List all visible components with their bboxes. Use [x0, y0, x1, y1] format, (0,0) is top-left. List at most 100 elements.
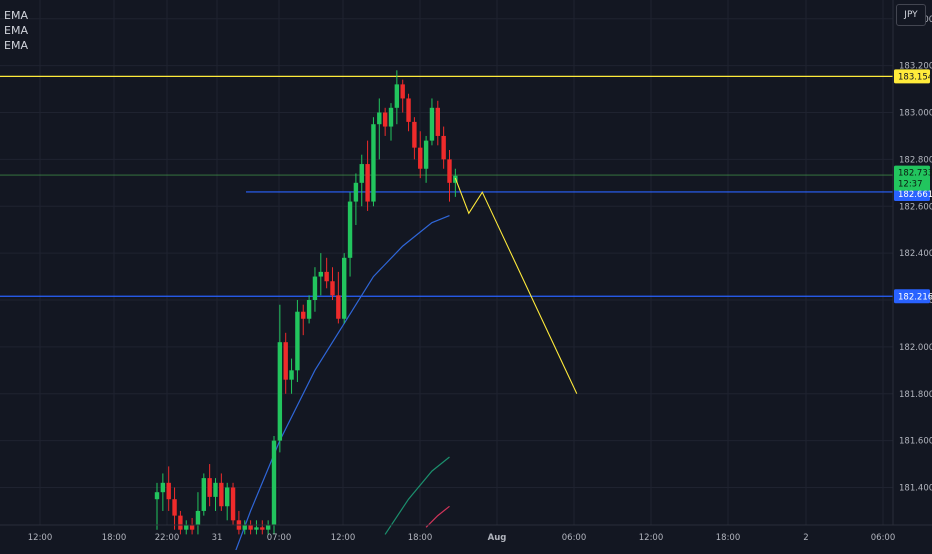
candle-body [377, 112, 382, 125]
yellow-line-price-label: 183.154 [894, 69, 932, 84]
blue-line-price-label-text: 182.661 [898, 190, 932, 200]
time-tick-label: 07:00 [267, 533, 292, 543]
candle-body [418, 147, 423, 169]
candle-body [230, 487, 236, 521]
projection-line[interactable] [454, 177, 578, 394]
candle-body [306, 300, 312, 319]
ema-indicator-label[interactable]: EMA [4, 24, 28, 37]
candle-body [347, 201, 353, 258]
candle-body [184, 525, 189, 530]
candles [154, 70, 458, 535]
candle-body [271, 440, 277, 525]
time-tick-label: 22:00 [155, 533, 180, 543]
candle-body [365, 164, 370, 202]
candle-body [371, 124, 376, 202]
price-tick-label: 182.800 [899, 155, 932, 165]
candle-body [324, 271, 329, 282]
price-tick-label: 181.400 [899, 484, 932, 494]
time-tick-label: 2 [803, 533, 808, 543]
blue-line-price-label-bg [894, 289, 930, 304]
price-tick-label: 182.000 [899, 343, 932, 353]
price-tick-label: 183.200 [899, 62, 932, 72]
candle-body [336, 295, 341, 319]
candle-body [394, 84, 400, 108]
projection-path[interactable] [454, 177, 578, 394]
candle-body [429, 107, 435, 141]
candle-body [260, 527, 265, 530]
candle-body [265, 525, 271, 530]
time-tick-label: 06:00 [562, 533, 587, 543]
price-tick-label: 181.600 [899, 437, 932, 447]
candle-body [353, 182, 359, 202]
blue-line-price-label: 182.216 [894, 289, 932, 304]
candle-body [423, 140, 429, 169]
time-tick-label: 18:00 [408, 533, 433, 543]
candle-body [248, 525, 253, 530]
ema-line [233, 215, 450, 554]
candle-body [312, 276, 318, 300]
candle-body [447, 159, 452, 183]
time-tick-label: 31 [212, 533, 223, 543]
time-tick-label: 12:00 [331, 533, 356, 543]
price-tick-label: 182.600 [899, 202, 932, 212]
candle-body [388, 107, 394, 127]
time-tick-label: 18:00 [716, 533, 741, 543]
candle-body [295, 311, 300, 371]
candle-body [412, 121, 417, 148]
yellow-line-price-label-text: 183.154 [898, 72, 932, 82]
candle-body [178, 515, 183, 530]
candle-body [195, 510, 201, 525]
grid-lines [0, 0, 893, 525]
candle-body [189, 525, 195, 530]
candle-body [283, 342, 288, 380]
candle-body [301, 311, 306, 319]
yellow-line-price-label-bg [894, 69, 930, 84]
current-price-label-bg [894, 165, 930, 191]
price-tick-label: 181.800 [899, 390, 932, 400]
time-tick-label: 18:00 [102, 533, 127, 543]
candle-body [172, 499, 177, 516]
current-price-label-text: 182.733 [898, 169, 932, 179]
candle-body [441, 135, 446, 160]
candle-body [207, 478, 212, 497]
candle-body [160, 482, 166, 493]
currency-button[interactable]: JPY [896, 4, 926, 26]
time-tick-label: Aug [488, 533, 507, 543]
candle-body [219, 482, 224, 507]
time-tick-label: 12:00 [639, 533, 664, 543]
candle-body [342, 257, 347, 319]
candle-body [318, 271, 323, 277]
candle-body [400, 84, 405, 99]
candle-body [166, 482, 171, 500]
candle-body [359, 164, 364, 183]
candle-body [382, 112, 388, 127]
candle-body [254, 527, 259, 530]
horizontal-price-lines[interactable] [0, 75, 893, 297]
candle-body [213, 482, 218, 497]
indicator-legend: EMA EMA EMA [4, 8, 28, 53]
time-tick-label: 12:00 [28, 533, 53, 543]
ema-indicator-label[interactable]: EMA [4, 39, 28, 52]
ema-line [384, 456, 450, 535]
candle-body [154, 492, 160, 500]
ema-lines [233, 215, 450, 554]
candle-body [225, 487, 230, 507]
ema-indicator-label[interactable]: EMA [4, 9, 28, 22]
blue-line-price-label-text: 182.216 [898, 292, 932, 302]
time-axis[interactable]: 12:00 18:00 22:00 31 07:00 12:00 18:00 Aug 06:00… [0, 524, 932, 543]
price-tick-label: 182.400 [899, 249, 932, 259]
candle-body [277, 342, 283, 441]
candle-body [435, 107, 440, 136]
candle-body [289, 370, 294, 380]
candle-body [330, 281, 335, 296]
current-price-label-text: 12:37 [898, 180, 923, 190]
candle-body [406, 98, 411, 122]
ema-line [425, 505, 450, 528]
candle-body [242, 525, 247, 530]
price-tick-label: 183.000 [899, 109, 932, 119]
time-tick-label: 06:00 [871, 533, 896, 543]
